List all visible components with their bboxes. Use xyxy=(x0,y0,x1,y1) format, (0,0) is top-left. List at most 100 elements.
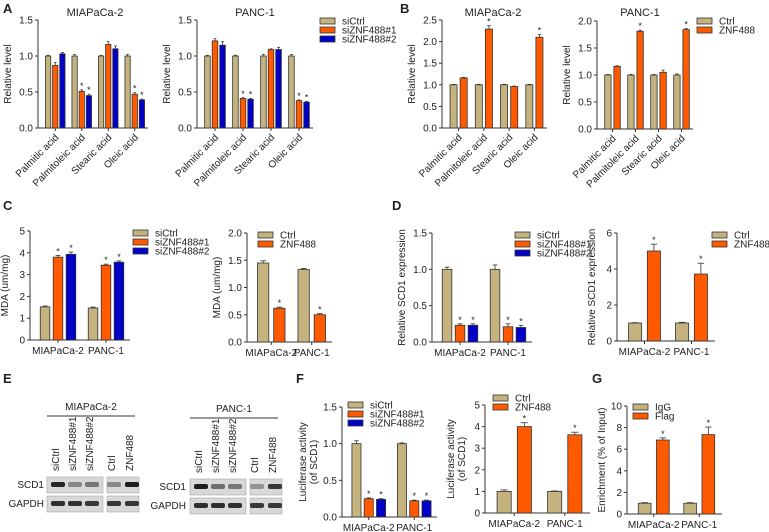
legend-label: siZNF488#1 xyxy=(370,410,425,421)
y-axis-label: Enrichment (% of Input) xyxy=(597,407,608,512)
cell-line-label: PANC-1 xyxy=(216,404,252,415)
significance-marker: * xyxy=(412,491,416,501)
x-tick-label: MIAPaCa-2 xyxy=(488,519,540,530)
legend-label: siCtrl xyxy=(537,231,560,242)
bar-siZNF488-2 xyxy=(138,99,145,129)
blot-band xyxy=(51,501,65,506)
legend-swatch xyxy=(514,240,531,248)
lane-label: siZNF488#1 xyxy=(211,418,222,473)
legend-label: ZNF488 xyxy=(734,240,769,251)
panel-letter-C: C xyxy=(3,198,13,213)
significance-marker: * xyxy=(684,20,688,30)
chart-F2: 0 1 2 3 4 5 Luciferase activity (of SCD1) * MIAPa… xyxy=(446,394,590,530)
bar-ZNF488 xyxy=(659,71,667,130)
y-tick-label: 0 xyxy=(474,509,480,520)
legend-swatch xyxy=(514,231,531,239)
y-tick-label: 0.5 xyxy=(323,476,337,487)
y-tick-label: 0.5 xyxy=(578,98,592,109)
bar-Ctrl xyxy=(673,74,681,130)
legend-label: siZNF488#2 xyxy=(155,247,210,258)
bar-siZNF488-1 xyxy=(454,324,466,343)
y-axis-label-2: (of SCD1) xyxy=(457,437,468,481)
bar-siZNF488-2 xyxy=(219,44,226,129)
blot-band xyxy=(68,501,82,506)
y-tick-label: 2 xyxy=(19,292,25,303)
legend-label: siCtrl xyxy=(155,229,178,240)
legend-label: Ctrl xyxy=(280,231,296,242)
y-tick-label: 1.0 xyxy=(323,439,337,450)
x-tick-label: PANC-1 xyxy=(674,347,710,358)
bar-siZNF488-1 xyxy=(409,500,420,518)
bar-Ctrl xyxy=(628,322,643,342)
x-tick-label: MIAPaCa-2 xyxy=(628,520,680,531)
blot-band xyxy=(250,503,264,508)
cell-line-label: MIAPaCa-2 xyxy=(65,402,117,413)
y-tick-label: 6 xyxy=(606,229,612,240)
bar-siZNF488-1 xyxy=(211,40,219,129)
significance-marker: * xyxy=(573,423,577,433)
bar-siZNF488-1 xyxy=(105,44,112,129)
significance-marker: * xyxy=(87,85,91,95)
y-tick-label: 5 xyxy=(19,227,25,238)
lane-label: siZNF488#2 xyxy=(85,416,96,471)
x-tick-label: PANC-1 xyxy=(681,520,717,531)
y-tick-label: 1.0 xyxy=(423,80,437,91)
y-axis-label: Relative level xyxy=(162,44,173,103)
bar-Ctrl xyxy=(525,84,534,129)
legend-swatch xyxy=(132,229,149,237)
legend-swatch xyxy=(132,247,149,255)
blot-band xyxy=(228,503,242,508)
bar-siZNF488-1 xyxy=(295,100,303,129)
blot-band xyxy=(51,482,65,487)
bar-siCtrl xyxy=(260,55,267,129)
y-axis-label: MDA (um/mg) xyxy=(212,257,223,319)
chart-title: PANC-1 xyxy=(235,7,275,19)
blot-band xyxy=(268,484,282,489)
blot-band xyxy=(85,501,99,506)
y-axis-label-2: (of SCD1) xyxy=(309,440,320,484)
bar-siZNF488-1 xyxy=(363,498,374,518)
x-tick-label: MIAPaCa-2 xyxy=(619,347,671,358)
significance-marker: * xyxy=(69,243,73,253)
bar-siZNF488-2 xyxy=(421,500,432,518)
y-axis-label: Luciferase activity xyxy=(446,419,457,498)
x-tick-label: PANC-1 xyxy=(88,346,124,357)
chart-title: MIAPaCa-2 xyxy=(67,7,124,19)
y-tick-label: 1.5 xyxy=(178,16,192,27)
bar-siCtrl xyxy=(232,55,239,129)
blot-band xyxy=(125,501,139,506)
bar-ZNF488 xyxy=(682,29,690,130)
significance-marker: * xyxy=(519,316,523,326)
bar-ZNF488 xyxy=(636,30,644,130)
y-tick-label: 1.0 xyxy=(413,265,427,276)
bar-siCtrl xyxy=(441,268,453,343)
significance-marker: * xyxy=(487,17,491,27)
panel-letter-E: E xyxy=(3,371,12,386)
chart-B1: 0.0 0.5 1.0 1.5 2.0 2.5 Relative level MIAPaCa-… xyxy=(407,7,547,189)
blot-band xyxy=(107,482,121,487)
bar-ZNF488 xyxy=(516,426,532,514)
bar-ZNF488 xyxy=(313,314,326,343)
significance-marker: * xyxy=(523,414,527,424)
y-tick-label: 1.5 xyxy=(578,44,592,55)
bar-siZNF488-1 xyxy=(267,49,275,129)
legend-swatch xyxy=(711,231,728,239)
legend-swatch xyxy=(132,238,149,246)
lane-label: siZNF488#1 xyxy=(68,416,79,471)
bar-ZNF488 xyxy=(484,28,493,129)
legend-label: Ctrl xyxy=(734,231,750,242)
significance-marker: * xyxy=(278,298,282,308)
x-tick-label: MIAPaCa-2 xyxy=(343,523,395,532)
row-label-SCD1: SCD1 xyxy=(17,480,44,491)
panel-letter-G: G xyxy=(592,371,602,386)
blot-band xyxy=(194,503,208,508)
significance-marker: * xyxy=(538,26,542,36)
lane-label: siCtrl xyxy=(194,450,205,473)
significance-marker: * xyxy=(318,305,322,315)
y-tick-label: 2 xyxy=(474,465,480,476)
y-axis-label: Relative level xyxy=(407,44,418,103)
y-tick-label: 1.5 xyxy=(19,16,33,27)
significance-marker: * xyxy=(241,89,245,99)
blot-band xyxy=(250,484,264,489)
